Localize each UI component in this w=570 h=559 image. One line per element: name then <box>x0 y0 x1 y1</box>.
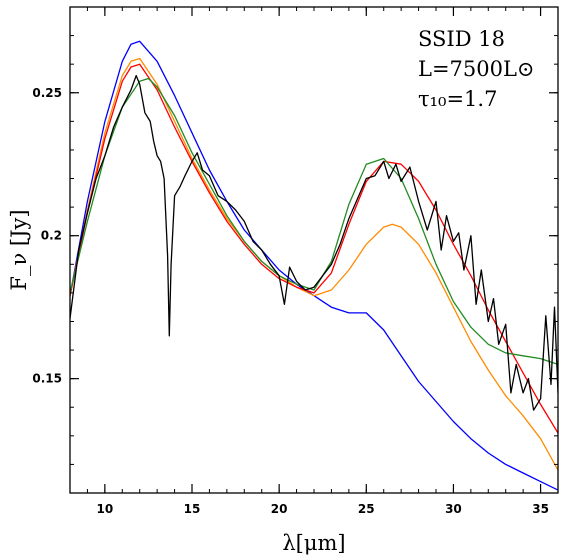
y-axis-label: F_ν [Jy] <box>7 209 31 290</box>
annotation-line-2: L=7500L⊙ <box>418 57 535 81</box>
y-tick-label: 0.15 <box>32 372 62 386</box>
x-tick-label: 10 <box>97 502 114 516</box>
series-layer <box>70 40 558 491</box>
annotation-line-3: τ₁₀=1.7 <box>418 87 497 111</box>
tick-layer: 10 15 20 25 30 35 0.15 0.2 0.25 <box>32 6 559 516</box>
x-tick-label: 15 <box>184 502 201 516</box>
x-tick-label: 25 <box>358 502 375 516</box>
annotation-box: SSID 18 L=7500L⊙ τ₁₀=1.7 <box>418 27 535 111</box>
x-tick-label: 20 <box>271 502 288 516</box>
y-tick-label: 0.2 <box>41 229 62 243</box>
series-line-5 <box>70 74 558 411</box>
series-line-4 <box>70 77 558 366</box>
x-tick-label: 30 <box>445 502 462 516</box>
y-tick-label: 0.25 <box>32 86 62 100</box>
series-line-3 <box>70 63 558 434</box>
series-line-2 <box>70 57 558 471</box>
x-axis-label: λ[μm] <box>282 531 345 555</box>
x-tick-label: 35 <box>532 502 549 516</box>
annotation-line-1: SSID 18 <box>418 27 505 51</box>
